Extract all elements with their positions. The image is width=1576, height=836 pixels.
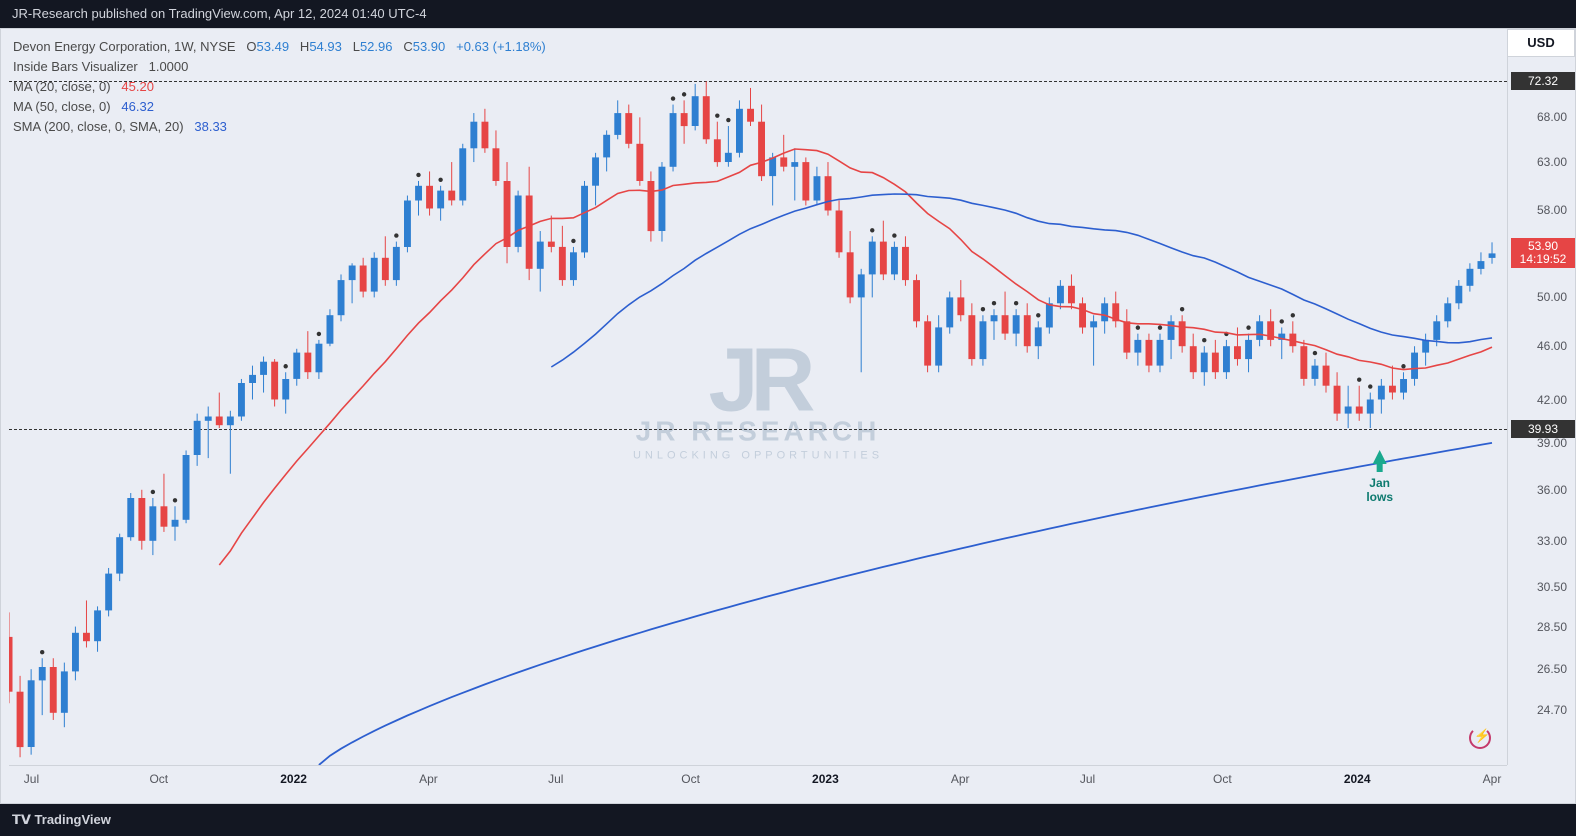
- x-tick: Jul: [1080, 772, 1095, 786]
- indicator-value-1: 45.20: [121, 79, 154, 94]
- ohlc-h: 54.93: [309, 39, 342, 54]
- indicator-label-0: Inside Bars Visualizer: [13, 59, 138, 74]
- ohlc-c: 53.90: [413, 39, 446, 54]
- indicator-value-3: 38.33: [194, 119, 227, 134]
- y-tick: 46.00: [1537, 339, 1567, 353]
- chart-info: Devon Energy Corporation, 1W, NYSE O53.4…: [13, 37, 546, 137]
- hline-price-label: 72.32: [1511, 72, 1575, 90]
- y-tick: 68.00: [1537, 110, 1567, 124]
- x-tick: Jul: [548, 772, 563, 786]
- y-axis[interactable]: 76.0068.0063.0058.0050.0046.0042.0039.00…: [1507, 37, 1575, 765]
- y-tick: 26.50: [1537, 662, 1567, 676]
- ohlc-o-label: O: [246, 39, 256, 54]
- indicator-value-0: 1.0000: [149, 59, 189, 74]
- annotation-text-2: lows: [1366, 490, 1393, 504]
- chart-container: USD 76.0068.0063.0058.0050.0046.0042.003…: [0, 28, 1576, 804]
- x-tick: Apr: [951, 772, 970, 786]
- y-tick: 63.00: [1537, 155, 1567, 169]
- arrow-up-icon: [1373, 450, 1387, 464]
- indicator-line-0: Inside Bars Visualizer 1.0000: [13, 57, 546, 77]
- y-tick: 28.50: [1537, 620, 1567, 634]
- x-tick: Jul: [24, 772, 39, 786]
- currency-badge[interactable]: USD: [1507, 29, 1575, 57]
- indicator-line-1: MA (20, close, 0) 45.20: [13, 77, 546, 97]
- y-tick: 30.50: [1537, 580, 1567, 594]
- y-tick: 58.00: [1537, 203, 1567, 217]
- x-tick: 2023: [812, 772, 839, 786]
- y-tick: 42.00: [1537, 393, 1567, 407]
- publish-header: JR-Research published on TradingView.com…: [0, 0, 1576, 28]
- chart-svg: [9, 37, 1507, 765]
- x-tick: Apr: [419, 772, 438, 786]
- y-tick: 50.00: [1537, 290, 1567, 304]
- ohlc-c-label: C: [403, 39, 412, 54]
- indicator-value-2: 46.32: [121, 99, 154, 114]
- ohlc-chg-pct: (+1.18%): [493, 39, 546, 54]
- footer-brand: 𝗧𝗩 TradingView: [12, 812, 111, 827]
- symbol-line: Devon Energy Corporation, 1W, NYSE O53.4…: [13, 37, 546, 57]
- annotation-jan-lows[interactable]: Janlows: [1366, 450, 1393, 504]
- indicator-label-1: MA (20, close, 0): [13, 79, 111, 94]
- snapshot-icon[interactable]: [1469, 727, 1491, 749]
- y-tick: 33.00: [1537, 534, 1567, 548]
- x-tick: Oct: [1213, 772, 1232, 786]
- x-axis[interactable]: JulOct2022AprJulOct2023AprJulOct2024AprJ…: [9, 765, 1507, 803]
- indicator-line-2: MA (50, close, 0) 46.32: [13, 97, 546, 117]
- x-tick: 2024: [1344, 772, 1371, 786]
- x-tick: Apr: [1483, 772, 1502, 786]
- publish-text: JR-Research published on TradingView.com…: [12, 6, 427, 21]
- annotation-text-1: Jan: [1366, 476, 1393, 490]
- indicator-line-3: SMA (200, close, 0, SMA, 20) 38.33: [13, 117, 546, 137]
- plot-area[interactable]: JR JR RESEARCH UNLOCKING OPPORTUNITIES J…: [9, 37, 1507, 765]
- indicator-label-2: MA (50, close, 0): [13, 99, 111, 114]
- x-tick: Oct: [681, 772, 700, 786]
- symbol-name: Devon Energy Corporation, 1W, NYSE: [13, 39, 236, 54]
- footer: 𝗧𝗩 TradingView: [0, 804, 1576, 836]
- hline-price-label: 39.93: [1511, 420, 1575, 438]
- indicator-label-3: SMA (200, close, 0, SMA, 20): [13, 119, 184, 134]
- ohlc-l-label: L: [353, 39, 360, 54]
- x-tick: 2022: [280, 772, 307, 786]
- ohlc-o: 53.49: [257, 39, 290, 54]
- current-price-label: 53.9014:19:52: [1511, 238, 1575, 268]
- ohlc-l: 52.96: [360, 39, 393, 54]
- x-tick: Oct: [149, 772, 168, 786]
- ohlc-chg: +0.63: [456, 39, 489, 54]
- ohlc-h-label: H: [300, 39, 309, 54]
- y-tick: 24.70: [1537, 703, 1567, 717]
- y-tick: 36.00: [1537, 483, 1567, 497]
